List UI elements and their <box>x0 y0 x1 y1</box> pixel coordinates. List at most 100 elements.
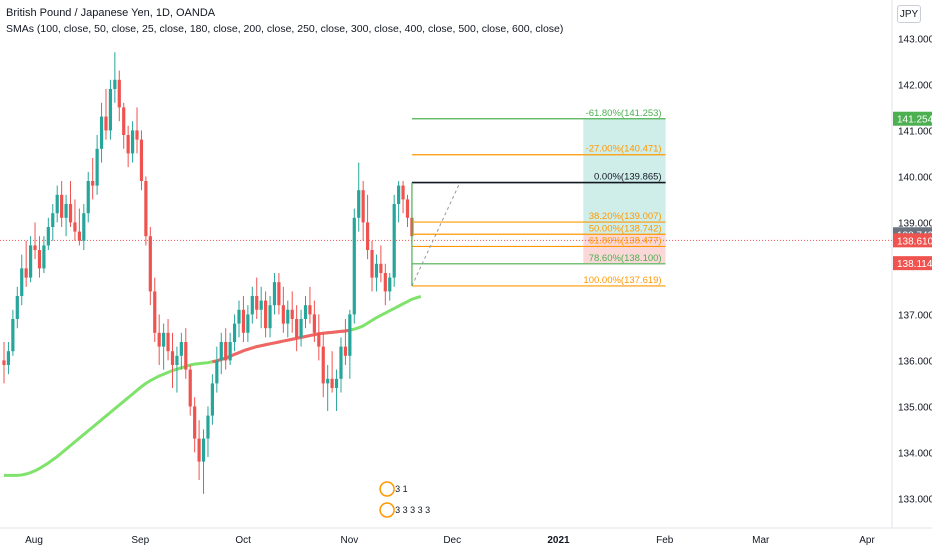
candle-body <box>264 300 268 329</box>
event-marker-label: 3 3 3 3 3 <box>395 505 430 515</box>
price-label: 141.254 <box>897 115 932 126</box>
candle-body <box>113 79 117 89</box>
candle-body <box>201 438 206 462</box>
candle-body <box>91 181 95 186</box>
candle-body <box>357 190 361 218</box>
candle-body <box>184 342 188 370</box>
candle-body <box>268 305 272 329</box>
y-tick-label: 134.000 <box>898 448 932 459</box>
candle-body <box>361 190 365 223</box>
candle-body <box>162 332 166 347</box>
x-tick-label: Aug <box>25 535 43 546</box>
candle-body <box>135 130 139 140</box>
candle-body <box>51 213 55 227</box>
candle-body <box>321 346 325 384</box>
candle-body <box>286 309 290 324</box>
candle-body <box>86 181 90 214</box>
fib-level-label: 0.00%(139.865) <box>594 172 662 183</box>
symbol-title: British Pound / Japanese Yen, 1D, OANDA <box>6 7 216 19</box>
candle-body <box>281 305 285 324</box>
event-marker-icon <box>379 481 395 497</box>
candle-body <box>33 245 37 250</box>
candle-body <box>215 360 219 384</box>
candle-body <box>379 263 383 273</box>
stop-zone <box>583 234 666 264</box>
fib-level-label: 61.80%(138.477) <box>589 235 662 246</box>
candle-body <box>299 319 303 338</box>
candle-body <box>153 291 157 333</box>
x-tick-label: Sep <box>131 535 149 546</box>
candle-body <box>148 236 152 292</box>
candle-body <box>405 199 410 218</box>
y-tick-label: 135.000 <box>898 402 932 413</box>
candle-body <box>20 268 24 296</box>
x-tick-label: Oct <box>235 535 251 546</box>
x-tick-label: Apr <box>859 535 875 546</box>
price-label-bg <box>893 111 932 126</box>
fib-trend-line <box>411 182 461 287</box>
candle-body <box>82 213 86 241</box>
price-label-bg <box>893 233 932 248</box>
candle-body <box>295 319 299 338</box>
candle-body <box>24 268 28 278</box>
target-zone <box>583 118 666 235</box>
y-tick-label: 137.000 <box>898 310 932 321</box>
candle-body <box>139 139 144 181</box>
candle-body <box>365 222 370 250</box>
y-tick-label: 141.000 <box>898 126 932 137</box>
y-tick-label: 142.000 <box>898 80 932 91</box>
candle-body <box>64 204 68 218</box>
sma-indicator-legend[interactable]: SMAs (100, close, 50, close, 25, close, … <box>6 23 564 35</box>
candle-body <box>99 116 104 149</box>
candle-body <box>401 185 405 200</box>
candle-body <box>193 406 197 439</box>
candle-body <box>29 245 33 278</box>
candle-body <box>210 383 214 416</box>
candle-body <box>157 332 161 347</box>
candle-body <box>42 245 46 269</box>
candle-body <box>397 185 401 204</box>
candle-body <box>166 332 170 352</box>
candle-body <box>237 309 241 324</box>
candle-body <box>55 194 59 214</box>
price-label: 138.114 <box>897 259 932 270</box>
candle-body <box>117 79 121 108</box>
candle-body <box>170 351 175 365</box>
candle-body <box>126 135 130 154</box>
candle-body <box>130 130 135 154</box>
currency-button[interactable]: JPY <box>897 5 921 23</box>
candle-body <box>303 305 308 319</box>
candle-body <box>46 227 50 246</box>
fib-level-label: -61.80%(141.253) <box>586 108 662 119</box>
price-label-bg <box>893 256 932 271</box>
event-marker-label: 3 1 <box>395 484 408 494</box>
candle-body <box>73 222 77 232</box>
candle-body <box>108 89 113 131</box>
x-tick-label: Feb <box>656 535 674 546</box>
candle-body <box>334 378 339 388</box>
fib-level-label: 38.20%(139.007) <box>589 211 662 222</box>
fib-level-label: -27.00%(140.471) <box>586 144 662 155</box>
candle-body <box>219 342 223 361</box>
fib-level-label: 78.60%(138.100) <box>589 253 662 264</box>
x-tick-label: 2021 <box>547 535 570 546</box>
candle-body <box>68 204 73 223</box>
candle-body <box>317 332 321 347</box>
candle-body <box>206 415 210 439</box>
x-tick-label: Dec <box>443 535 461 546</box>
candle-body <box>388 277 392 292</box>
candle-body <box>15 296 19 319</box>
candle-body <box>255 296 259 310</box>
candle-body <box>339 346 343 379</box>
y-tick-label: 139.000 <box>898 218 932 229</box>
candle-body <box>374 263 379 278</box>
candle-body <box>95 148 99 186</box>
candle-body <box>343 346 348 356</box>
candle-body <box>188 369 192 407</box>
candle-body <box>60 194 64 218</box>
price-label: 138.610 <box>897 236 932 247</box>
y-tick-label: 143.000 <box>898 34 932 45</box>
candle-body <box>197 438 201 462</box>
candle-body <box>179 342 183 356</box>
